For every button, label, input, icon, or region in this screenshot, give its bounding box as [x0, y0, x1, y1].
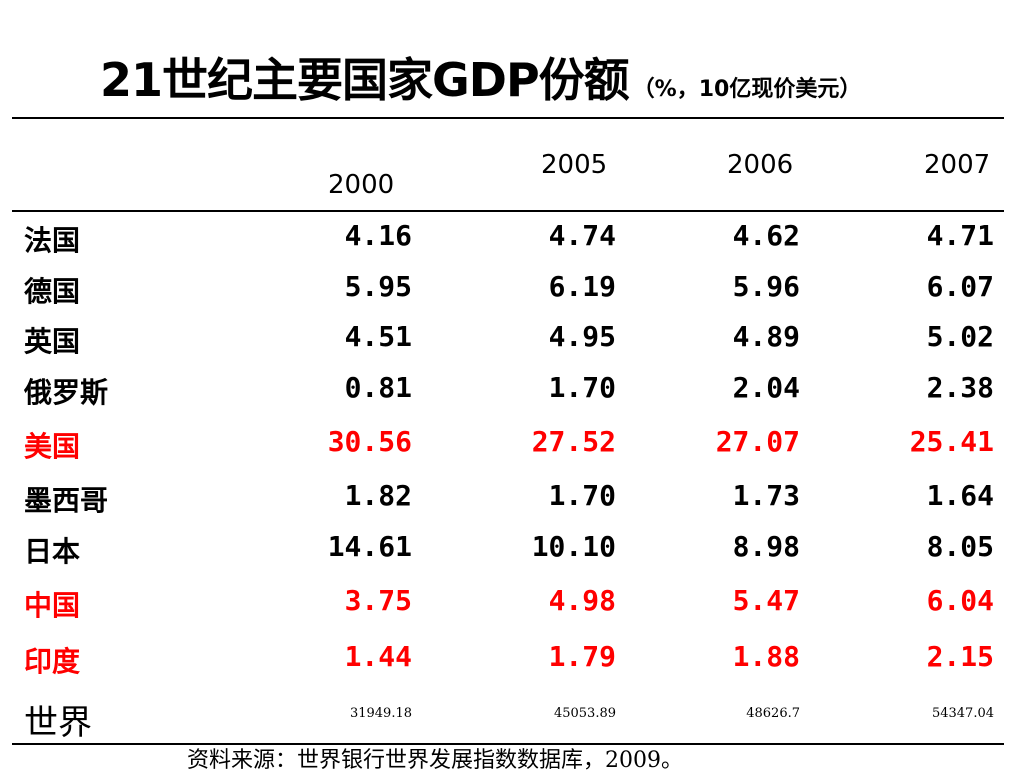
column-header-2000: 2000: [328, 170, 395, 200]
title-subtitle: （%，10亿现价美元）: [632, 77, 862, 102]
table-cell: 5.47: [732, 584, 800, 617]
row-label: 英国: [24, 325, 81, 358]
table-cell: 6.07: [926, 270, 994, 303]
table-cell: 10.10: [531, 530, 616, 563]
table-row-highlighted: 印度 1.44 1.79 1.88 2.15: [0, 640, 1024, 680]
column-header-2007: 2007: [924, 150, 991, 180]
table-row-highlighted: 中国 3.75 4.98 5.47 6.04: [0, 584, 1024, 624]
table-cell: 5.95: [344, 270, 412, 303]
table-cell: 5.02: [926, 320, 994, 353]
table-cell: 4.74: [548, 219, 616, 252]
table-cell: 45053.89: [553, 706, 616, 721]
table-cell: 27.52: [531, 425, 616, 458]
table-row-world: 世界 31949.18 45053.89 48626.7 54347.04: [0, 695, 1024, 743]
table-cell: 2.15: [926, 640, 994, 673]
table-row: 墨西哥 1.82 1.70 1.73 1.64: [0, 479, 1024, 519]
table-cell: 25.41: [909, 425, 994, 458]
table-cell: 1.70: [548, 479, 616, 512]
row-label: 法国: [24, 224, 81, 257]
table-cell: 5.96: [732, 270, 800, 303]
page-title: 21世纪主要国家GDP份额 （%，10亿现价美元）: [100, 44, 861, 110]
table-cell: 2.38: [926, 371, 994, 404]
row-label: 中国: [24, 589, 81, 622]
table-cell: 0.81: [344, 371, 412, 404]
table-cell: 4.51: [344, 320, 412, 353]
table-cell: 4.16: [344, 219, 412, 252]
column-header-2006: 2006: [727, 150, 794, 180]
table-cell: 4.71: [926, 219, 994, 252]
row-label: 美国: [24, 430, 81, 463]
table-cell: 1.82: [344, 479, 412, 512]
table-cell: 1.79: [548, 640, 616, 673]
table-cell: 1.88: [732, 640, 800, 673]
column-header-2005: 2005: [541, 150, 608, 180]
table-row: 英国 4.51 4.95 4.89 5.02: [0, 320, 1024, 360]
bottom-rule: [12, 743, 1004, 745]
table-cell: 3.75: [344, 584, 412, 617]
row-label: 世界: [24, 703, 92, 743]
row-label: 俄罗斯: [24, 376, 109, 409]
table-cell: 4.95: [548, 320, 616, 353]
table-row: 日本 14.61 10.10 8.98 8.05: [0, 530, 1024, 570]
table-cell: 30.56: [327, 425, 412, 458]
title-main: 21世纪主要国家GDP份额: [100, 53, 630, 107]
table-row-highlighted: 美国 30.56 27.52 27.07 25.41: [0, 425, 1024, 465]
table-cell: 4.89: [732, 320, 800, 353]
table-cell: 48626.7: [746, 706, 800, 721]
table-cell: 31949.18: [349, 706, 412, 721]
table-cell: 4.98: [548, 584, 616, 617]
table-row: 俄罗斯 0.81 1.70 2.04 2.38: [0, 371, 1024, 411]
source-note: 资料来源：世界银行世界发展指数数据库，2009。: [187, 748, 683, 773]
table-cell: 4.62: [732, 219, 800, 252]
table-row: 德国 5.95 6.19 5.96 6.07: [0, 270, 1024, 310]
table-cell: 6.19: [548, 270, 616, 303]
table-cell: 8.05: [926, 530, 994, 563]
table-cell: 1.44: [344, 640, 412, 673]
table-cell: 14.61: [327, 530, 412, 563]
table-cell: 1.73: [732, 479, 800, 512]
row-label: 德国: [24, 275, 81, 308]
table-cell: 2.04: [732, 371, 800, 404]
table-cell: 54347.04: [931, 706, 994, 721]
table-cell: 6.04: [926, 584, 994, 617]
row-label: 墨西哥: [24, 484, 109, 517]
table-cell: 1.64: [926, 479, 994, 512]
table-cell: 27.07: [715, 425, 800, 458]
table-cell: 8.98: [732, 530, 800, 563]
top-rule: [12, 117, 1004, 119]
table-cell: 1.70: [548, 371, 616, 404]
table-row: 法国 4.16 4.74 4.62 4.71: [0, 219, 1024, 259]
header-rule: [12, 210, 1004, 212]
row-label: 印度: [24, 645, 81, 678]
row-label: 日本: [24, 535, 81, 568]
